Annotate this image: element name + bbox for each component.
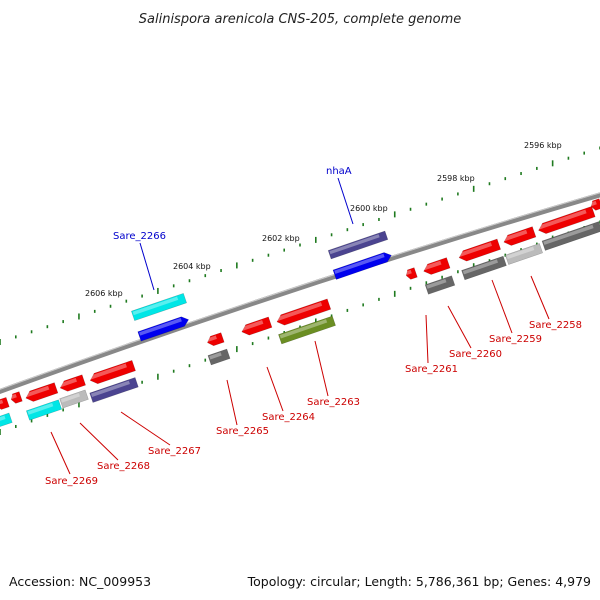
gene-arrow bbox=[89, 360, 136, 384]
gene-label: Sare_2264 bbox=[262, 412, 315, 423]
genome-backbone bbox=[0, 192, 600, 395]
leader-line bbox=[50, 431, 71, 475]
scale-label: 2606 kbp bbox=[85, 289, 123, 298]
map-title: Salinispora arenicola CNS-205, complete … bbox=[139, 12, 461, 27]
gene-arrow bbox=[405, 267, 418, 280]
scale-track bbox=[0, 146, 600, 435]
leader-line bbox=[79, 422, 119, 461]
leader-line bbox=[530, 275, 550, 320]
gene-label: Sare_2263 bbox=[307, 397, 360, 408]
gene-arrow bbox=[424, 275, 456, 295]
gene-labels: nhaA Sare_2266 Sare_2258 Sare_2259 Sare_2260… bbox=[45, 166, 582, 487]
gene-label: Sare_2267 bbox=[148, 446, 201, 457]
gene-arrow bbox=[25, 399, 63, 421]
leader-line bbox=[226, 379, 238, 426]
gene-arrow bbox=[327, 230, 389, 260]
gene-arrow bbox=[423, 257, 451, 275]
gene-label: Sare_2268 bbox=[97, 461, 150, 472]
scale-label: 2598 kbp bbox=[437, 174, 475, 183]
leader-line bbox=[491, 279, 513, 334]
gene-label: Sare_2260 bbox=[449, 349, 502, 360]
gene-arrow bbox=[59, 389, 89, 409]
gene-arrow bbox=[10, 391, 23, 404]
scale-label: 2600 kbp bbox=[350, 204, 388, 213]
gene-arrow bbox=[89, 377, 139, 403]
gene-features bbox=[0, 198, 600, 428]
leader-line bbox=[120, 411, 171, 446]
scale-label: 2602 kbp bbox=[262, 234, 300, 243]
gene-label: nhaA bbox=[326, 166, 352, 177]
leader-line bbox=[314, 340, 329, 397]
scale-labels: 2596 kbp 2598 kbp 2600 kbp 2602 kbp 2604… bbox=[85, 141, 562, 298]
gene-arrow bbox=[25, 382, 59, 402]
gene-arrow bbox=[207, 348, 231, 366]
gene-arrow bbox=[503, 226, 537, 246]
gene-arrow bbox=[131, 293, 187, 321]
gene-arrow bbox=[241, 316, 273, 336]
gene-arrow bbox=[276, 298, 332, 326]
gene-arrow bbox=[0, 397, 10, 410]
gene-arrow bbox=[278, 315, 336, 345]
gene-label: Sare_2259 bbox=[489, 334, 542, 345]
leader-line bbox=[447, 305, 472, 349]
gene-label: Sare_2269 bbox=[45, 476, 98, 487]
gene-arrow bbox=[505, 243, 543, 265]
gene-arrow bbox=[541, 221, 600, 251]
gene-label: Sare_2266 bbox=[113, 231, 166, 242]
accession-text: Accession: NC_009953 bbox=[9, 574, 151, 589]
gene-arrow bbox=[458, 238, 501, 262]
gene-label: Sare_2258 bbox=[529, 320, 582, 331]
gene-arrow bbox=[0, 412, 13, 428]
scale-label: 2596 kbp bbox=[524, 141, 562, 150]
leader-line bbox=[425, 314, 429, 364]
gene-arrow bbox=[538, 206, 596, 234]
topology-summary: Topology: circular; Length: 5,786,361 bp… bbox=[247, 574, 591, 589]
gene-arrow bbox=[332, 252, 392, 280]
leader-line bbox=[337, 177, 354, 225]
gene-label: Sare_2265 bbox=[216, 426, 269, 437]
gene-arrow bbox=[207, 332, 225, 347]
gene-arrow bbox=[59, 374, 86, 392]
gene-arrow bbox=[137, 316, 189, 342]
gene-arrow bbox=[461, 255, 507, 281]
scale-label: 2604 kbp bbox=[173, 262, 211, 271]
gene-label: Sare_2261 bbox=[405, 364, 458, 375]
leader-line bbox=[266, 366, 284, 412]
leader-line bbox=[139, 242, 155, 291]
